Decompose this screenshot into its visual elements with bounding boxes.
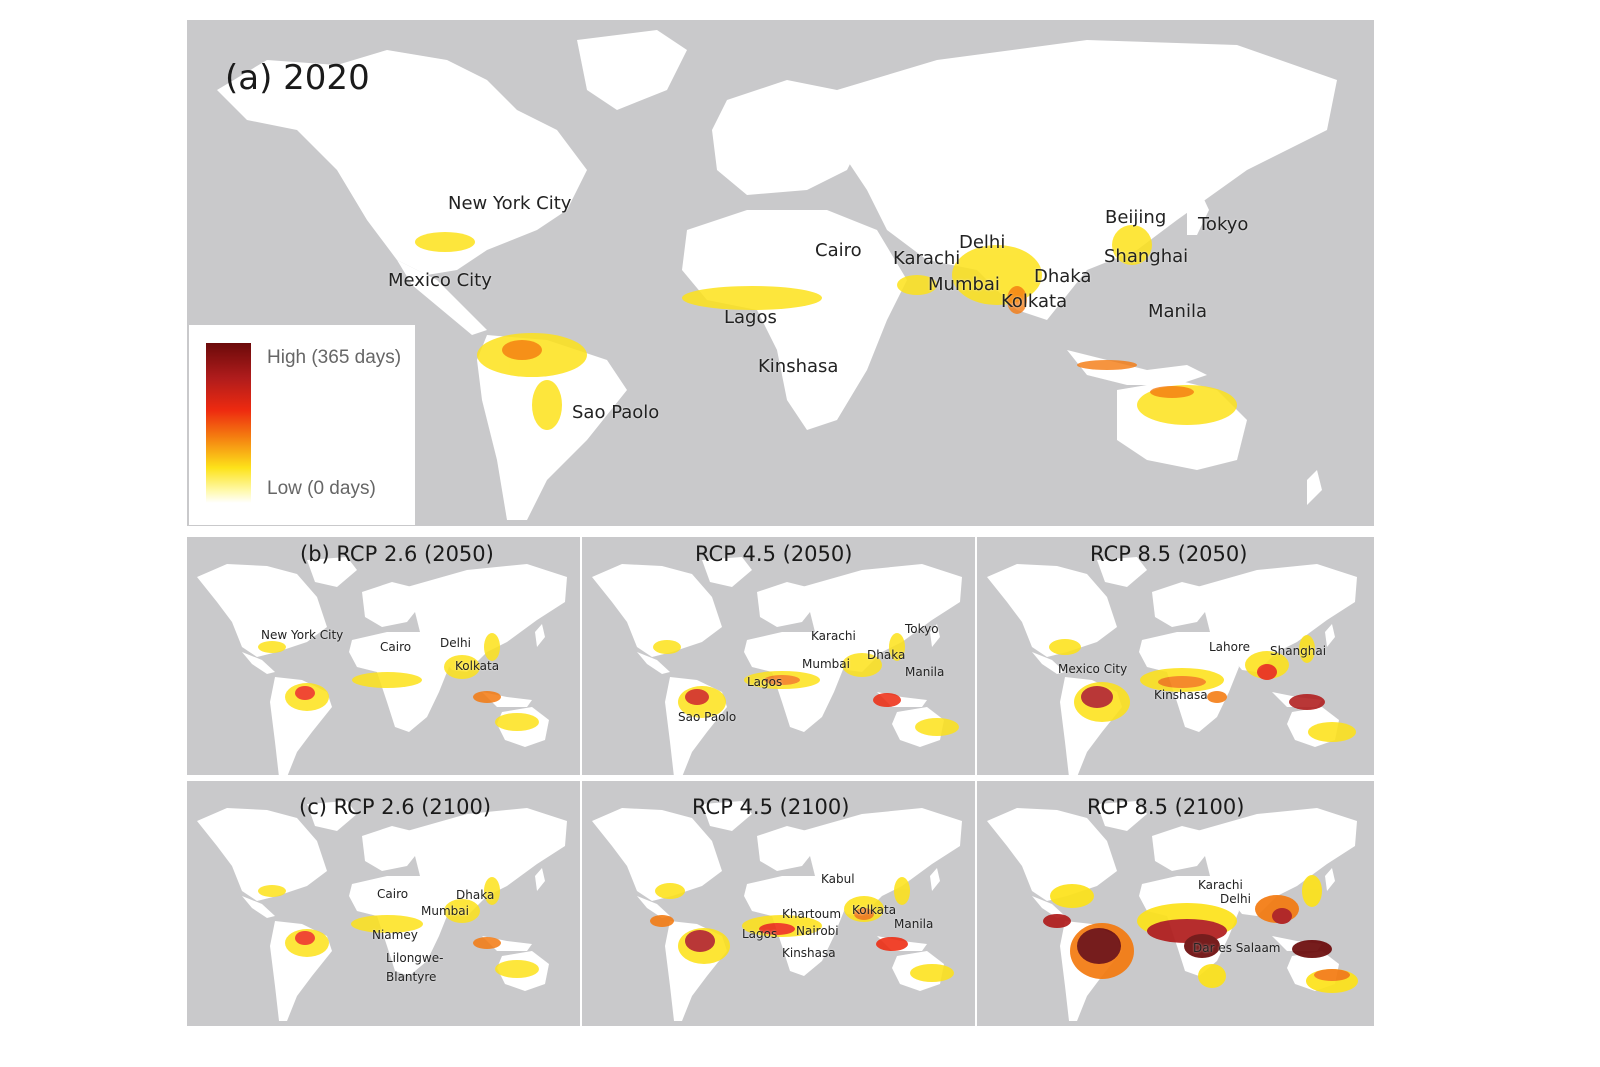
map-panel-rcp45-2100: RCP 4.5 (2100) Kabul Khartoum Kolkata Ma…: [582, 781, 975, 1026]
panel-title: (c) RCP 2.6 (2100): [299, 795, 492, 819]
city-label: Cairo: [377, 887, 409, 901]
city-label: Delhi: [1220, 892, 1251, 906]
legend-gradient-bar: [206, 343, 251, 503]
color-legend: High (365 days) Low (0 days): [189, 325, 415, 525]
city-label: Kinshasa: [782, 946, 836, 960]
city-label: Blantyre: [386, 970, 437, 984]
city-label: Shanghai: [1270, 644, 1327, 658]
panel-title: RCP 8.5 (2050): [1090, 542, 1248, 566]
city-label: Lahore: [1209, 640, 1251, 654]
city-label: Dhaka: [1034, 266, 1092, 287]
city-label: Sao Paolo: [572, 402, 660, 423]
city-label: Karachi: [811, 629, 856, 643]
city-label: Kolkata: [852, 903, 897, 917]
city-label: Mumbai: [421, 904, 469, 918]
city-label: Dhaka: [867, 648, 906, 662]
city-label: Lagos: [742, 927, 778, 941]
city-label: Manila: [894, 917, 934, 931]
legend-low-label: Low (0 days): [267, 478, 376, 499]
city-label: Manila: [1148, 301, 1208, 322]
city-label: Kolkata: [455, 659, 500, 673]
world-map-small: [592, 557, 962, 775]
map-panel-rcp85-2100: RCP 8.5 (2100) Karachi Delhi Dar es Sala…: [977, 781, 1374, 1026]
city-label: Kolkata: [1001, 291, 1068, 312]
world-map-small: [592, 801, 962, 1021]
map-panel-rcp45-2050: RCP 4.5 (2050) Karachi Tokyo Dhaka Mumba…: [582, 537, 975, 775]
city-label: Beijing: [1105, 207, 1167, 228]
city-label: Tokyo: [905, 622, 939, 636]
city-label: Mexico City: [1058, 662, 1128, 676]
panel-title: RCP 4.5 (2050): [695, 542, 853, 566]
city-label: New York City: [448, 193, 572, 214]
city-label: Delhi: [440, 636, 471, 650]
city-label: Kabul: [821, 872, 855, 886]
city-label: Lagos: [724, 307, 777, 328]
city-label: Khartoum: [782, 907, 842, 921]
panel-title-2020: (a) 2020: [225, 58, 370, 98]
city-label: Sao Paolo: [678, 710, 737, 724]
city-label: Mexico City: [388, 270, 492, 291]
city-label: Karachi: [1198, 878, 1243, 892]
world-map-small: [987, 801, 1358, 1021]
city-label: Lagos: [747, 675, 783, 689]
city-label: Cairo: [380, 640, 412, 654]
city-label: Nairobi: [796, 924, 839, 938]
map-panel-rcp26-2050: (b) RCP 2.6 (2050) New York City Cairo D…: [187, 537, 580, 775]
legend-high-label: High (365 days): [267, 347, 402, 368]
city-label: Dhaka: [456, 888, 495, 902]
world-map-2020: [217, 30, 1337, 520]
city-label: Niamey: [372, 928, 418, 942]
panel-title: (b) RCP 2.6 (2050): [300, 542, 494, 566]
world-map-small: [197, 557, 567, 775]
map-panel-rcp26-2100: (c) RCP 2.6 (2100) Cairo Dhaka Mumbai Ni…: [187, 781, 580, 1026]
world-map-small: [987, 557, 1357, 775]
city-label: Kinshasa: [758, 356, 839, 377]
panel-title: RCP 4.5 (2100): [692, 795, 850, 819]
city-label: Mumbai: [928, 274, 1000, 295]
city-label: Kinshasa: [1154, 688, 1208, 702]
city-label: Karachi: [893, 248, 961, 269]
city-label: Manila: [905, 665, 945, 679]
city-label: Delhi: [959, 232, 1006, 253]
world-map-small: [197, 801, 567, 1021]
city-label: Lilongwe-: [386, 951, 444, 965]
city-label: Cairo: [815, 240, 862, 261]
city-label: Shanghai: [1104, 246, 1189, 267]
city-label: Mumbai: [802, 657, 850, 671]
panel-title: RCP 8.5 (2100): [1087, 795, 1245, 819]
city-label: New York City: [261, 628, 344, 642]
city-label: Tokyo: [1198, 214, 1249, 235]
city-label: Dar es Salaam: [1193, 941, 1281, 955]
map-panel-rcp85-2050: RCP 8.5 (2050) Lahore Shanghai Mexico Ci…: [977, 537, 1374, 775]
